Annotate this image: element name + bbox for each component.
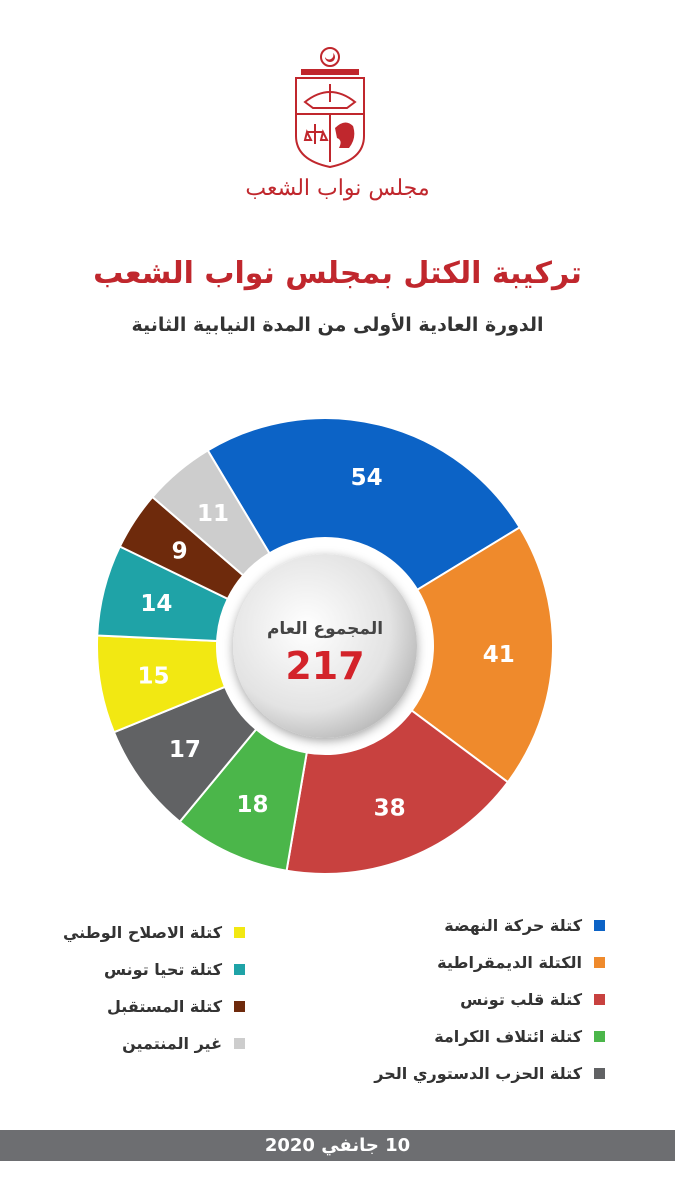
legend-label: غير المنتمين (122, 1034, 222, 1053)
legend-label: الكتلة الديمقراطية (437, 953, 582, 972)
slice-value-label: 18 (236, 792, 268, 818)
legend-item: كتلة المستقبل (63, 988, 245, 1025)
legend-left: كتلة الاصلاح الوطني كتلة تحيا تونس كتلة ال… (63, 914, 245, 1062)
legend-item: كتلة قلب تونس (374, 981, 605, 1018)
donut-slice-labels: 54 41 38 18 17 15 14 9 11 (138, 465, 515, 821)
legend-item: الكتلة الديمقراطية (374, 944, 605, 981)
page-title: تركيبة الكتل بمجلس نواب الشعب (93, 256, 582, 291)
legend-item: كتلة حركة النهضة (374, 907, 605, 944)
legend-item: كتلة الحزب الدستوري الحر (374, 1055, 605, 1092)
donut-slices (96, 417, 554, 875)
legend-label: كتلة الاصلاح الوطني (62, 923, 222, 942)
slice-value-label: 38 (374, 796, 406, 822)
legend-swatch (594, 957, 605, 968)
footer-date: 10 جانفي 2020 (264, 1135, 411, 1156)
legend-item: كتلة ائتلاف الكرامة (374, 1018, 605, 1055)
legend-swatch (594, 994, 605, 1005)
legend-label: كتلة ائتلاف الكرامة (434, 1027, 582, 1046)
slice-value-label: 54 (351, 465, 383, 491)
center-disc (233, 554, 417, 738)
parliament-emblem (295, 47, 365, 169)
center-hub: المجموع العام 217 (217, 538, 433, 754)
slice-value-label: 14 (140, 591, 172, 617)
legend-label: كتلة تحيا تونس (104, 960, 222, 979)
slice-value-label: 17 (169, 737, 201, 763)
page-subtitle: الدورة العادية الأولى من المدة النيابية … (131, 314, 544, 336)
donut-chart: 54 41 38 18 17 15 14 9 11 المجموع العام 217 (96, 417, 554, 875)
org-name: مجلس نواب الشعب (245, 176, 430, 201)
footer-bar: 10 جانفي 2020 (0, 1130, 675, 1161)
slice-value-label: 9 (172, 538, 188, 564)
legend-label: كتلة المستقبل (107, 997, 222, 1016)
legend-swatch (234, 964, 245, 975)
legend-right: كتلة حركة النهضة الكتلة الديمقراطية كتلة ق… (374, 907, 605, 1092)
center-total: 217 (285, 644, 364, 688)
legend-item: كتلة الاصلاح الوطني (63, 914, 245, 951)
legend-label: كتلة قلب تونس (460, 990, 582, 1009)
legend-swatch (594, 1031, 605, 1042)
slice-value-label: 11 (197, 501, 229, 527)
slice-value-label: 15 (138, 664, 170, 690)
slice-value-label: 41 (483, 642, 515, 668)
legend-swatch (234, 1038, 245, 1049)
legend-swatch (234, 927, 245, 938)
center-label: المجموع العام (267, 619, 383, 639)
legend-swatch (594, 920, 605, 931)
legend-label: كتلة الحزب الدستوري الحر (374, 1064, 582, 1083)
legend-item: غير المنتمين (63, 1025, 245, 1062)
legend-item: كتلة تحيا تونس (63, 951, 245, 988)
legend-label: كتلة حركة النهضة (444, 916, 582, 935)
legend-swatch (594, 1068, 605, 1079)
legend-swatch (234, 1001, 245, 1012)
